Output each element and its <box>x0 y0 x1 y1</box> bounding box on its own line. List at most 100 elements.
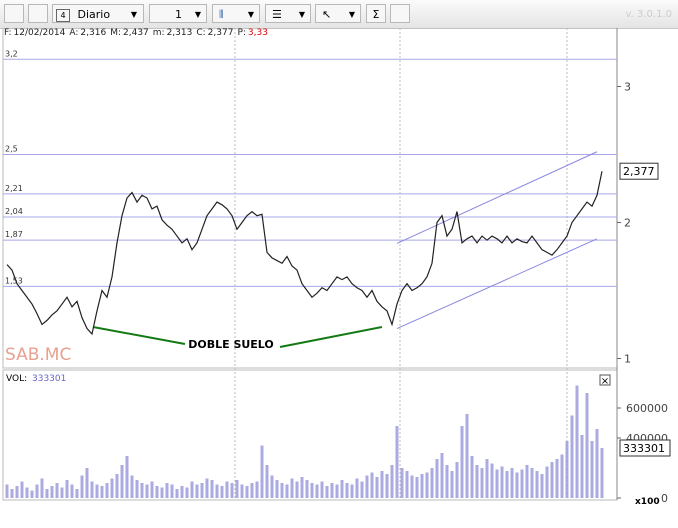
volume-bar <box>415 477 419 498</box>
volume-bar <box>270 475 274 498</box>
volume-bar <box>95 484 99 498</box>
sum-button[interactable]: Σ <box>366 4 386 23</box>
last-price-label: 2,377 <box>623 165 655 178</box>
info-value: 2,316 <box>80 28 107 38</box>
volume-bar <box>75 489 79 498</box>
volume-bar <box>100 486 104 498</box>
volume-bar <box>305 480 309 498</box>
volume-bar <box>470 456 474 498</box>
y-tick-label: 1 <box>624 352 631 365</box>
volume-bar <box>585 393 589 498</box>
info-value: 2,377 <box>207 28 234 38</box>
volume-bar <box>600 448 604 498</box>
volume-bar <box>545 466 549 498</box>
volume-bar <box>500 466 504 498</box>
volume-bar <box>235 480 239 498</box>
volume-bar <box>155 486 159 498</box>
volume-bar <box>515 472 519 498</box>
volume-bar <box>580 435 584 498</box>
volume-bar <box>205 478 209 498</box>
volume-bar <box>320 481 324 498</box>
volume-bar <box>165 483 169 498</box>
last-price-box <box>619 162 659 180</box>
volume-bar <box>385 474 389 498</box>
info-value: 12/02/2014 <box>13 28 66 38</box>
volume-bar <box>85 468 89 498</box>
volume-bar <box>370 472 374 498</box>
cursor-select[interactable]: ↖ ▼ <box>315 4 361 23</box>
info-value: 2,437 <box>123 28 149 38</box>
y-tick-label: 600000 <box>626 402 668 415</box>
volume-bar <box>485 459 489 498</box>
volume-bar <box>220 486 224 498</box>
volume-bar <box>190 481 194 498</box>
volume-bar <box>430 468 434 498</box>
volume-bar <box>45 489 49 498</box>
volume-bar <box>120 465 124 498</box>
volume-bar <box>15 486 19 498</box>
volume-bar <box>455 462 459 498</box>
volume-bar <box>480 468 484 498</box>
volume-bar <box>25 487 29 498</box>
volume-value: 333301 <box>32 374 66 384</box>
period-select[interactable]: 4 Diario ▼ <box>52 4 144 23</box>
volume-bar <box>240 484 244 498</box>
volume-bar <box>200 483 204 498</box>
volume-bar <box>60 487 64 498</box>
volume-bar <box>80 475 84 498</box>
horizontal-line-label: 2,21 <box>5 184 23 193</box>
volume-bar <box>35 484 39 498</box>
volume-bar <box>185 487 189 498</box>
info-key: m: <box>152 28 165 38</box>
info-key: P: <box>237 28 246 38</box>
volume-bar <box>90 481 94 498</box>
volume-bar <box>170 484 174 498</box>
volume-bar <box>400 468 404 498</box>
volume-bar <box>340 480 344 498</box>
info-value: 3,33 <box>247 28 268 38</box>
volume-bar <box>50 486 54 498</box>
volume-bar <box>290 478 294 498</box>
volume-bar <box>530 468 534 498</box>
volume-bar <box>465 414 469 498</box>
volume-label: VOL: <box>6 374 27 384</box>
count-input[interactable]: 1 ▼ <box>149 4 207 23</box>
trend-line <box>396 238 598 330</box>
annotation-arrow <box>279 326 383 348</box>
volume-bar <box>255 481 259 498</box>
horizontal-line-label: 2,5 <box>5 144 18 153</box>
volume-bar <box>520 469 524 498</box>
delete-button[interactable] <box>28 4 48 23</box>
dropdown-arrow: ▼ <box>130 10 137 19</box>
volume-bar <box>505 471 509 498</box>
volume-bar <box>355 478 359 498</box>
volume-bar <box>365 475 369 498</box>
volume-bar <box>275 480 279 498</box>
last-volume-box <box>619 439 671 457</box>
indicators-select[interactable]: ☰ ▼ <box>265 4 311 23</box>
volume-bar <box>125 456 129 498</box>
info-key: F: <box>4 28 12 38</box>
volume-bar <box>265 465 269 498</box>
export-button[interactable] <box>390 4 410 23</box>
volume-bar <box>300 477 304 498</box>
close-button[interactable] <box>599 374 611 386</box>
period: Diario <box>77 8 111 21</box>
pin-button[interactable] <box>4 4 24 23</box>
volume-bar <box>590 441 594 498</box>
volume-bar <box>380 471 384 498</box>
volume-bar <box>245 486 249 498</box>
chart-type-select[interactable]: ⫴ ▼ <box>212 4 260 23</box>
volume-bar <box>130 475 134 498</box>
volume-bar <box>145 484 149 498</box>
horizontal-line-label: 1,53 <box>5 276 23 285</box>
volume-bar <box>140 483 144 498</box>
close-icon[interactable]: × <box>601 376 609 387</box>
volume-bar <box>525 465 529 498</box>
volume-bar <box>175 489 179 498</box>
y-tick-label: 0 <box>661 492 668 505</box>
calendar-icon: 4 <box>56 9 70 22</box>
volume-bar <box>490 463 494 498</box>
volume-bar <box>420 474 424 498</box>
